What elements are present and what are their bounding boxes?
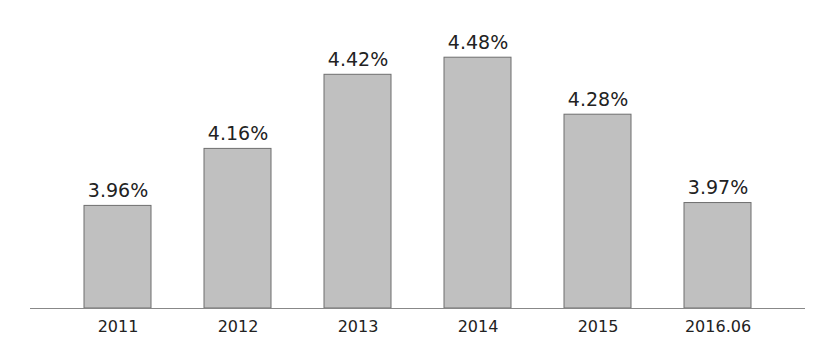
svg-text:3.96%: 3.96% [88,179,148,201]
svg-text:3.97%: 3.97% [688,176,748,198]
svg-text:2013: 2013 [338,317,379,336]
svg-text:2012: 2012 [218,317,259,336]
svg-text:2011: 2011 [98,317,139,336]
svg-text:4.16%: 4.16% [208,122,268,144]
svg-text:4.42%: 4.42% [328,48,388,70]
svg-text:4.48%: 4.48% [448,31,508,53]
svg-text:4.28%: 4.28% [568,88,628,110]
svg-text:2016.06: 2016.06 [685,317,751,336]
svg-text:2014: 2014 [458,317,499,336]
svg-text:2015: 2015 [578,317,619,336]
